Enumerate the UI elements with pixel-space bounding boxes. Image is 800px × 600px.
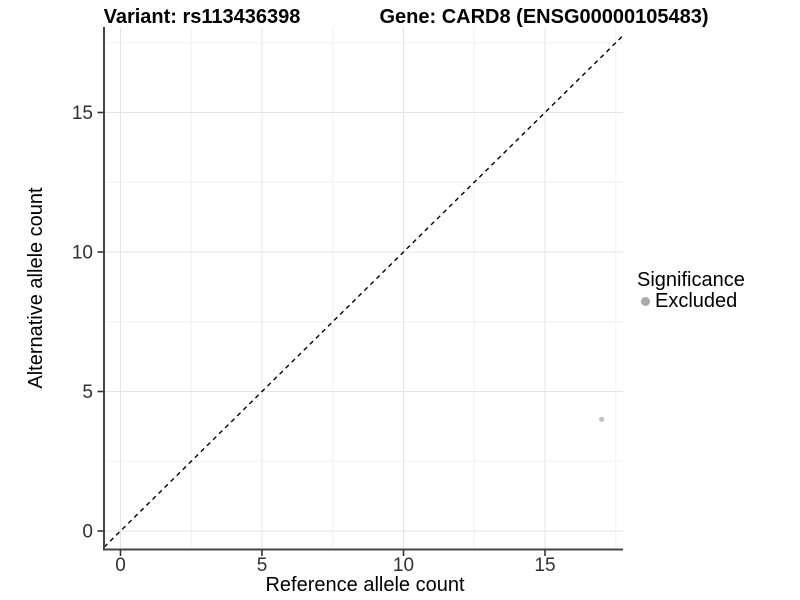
y-tick-label: 5 [82, 382, 93, 403]
gene-title: Gene: CARD8 (ENSG00000105483) [379, 6, 709, 28]
legend: Significance Excluded [637, 270, 745, 312]
legend-item-label: Excluded [655, 290, 738, 312]
y-tick-label: 10 [72, 243, 93, 264]
y-tick-label: 0 [82, 522, 93, 543]
x-tick-label: 5 [257, 555, 268, 576]
x-tick-label: 15 [534, 555, 555, 576]
y-tick-label: 15 [72, 103, 93, 124]
variant-title: Variant: rs113436398 [103, 6, 301, 28]
legend-point-icon [641, 297, 650, 306]
x-axis-title: Reference allele count [265, 574, 465, 596]
identity-dashed-line [103, 34, 624, 548]
legend-item-excluded: Excluded [637, 291, 745, 312]
legend-title: Significance [637, 269, 745, 291]
data-point-excluded [599, 416, 605, 422]
y-axis-title: Alternative allele count [25, 187, 47, 389]
x-tick-label: 0 [115, 555, 126, 576]
x-tick-label: 10 [393, 555, 414, 576]
